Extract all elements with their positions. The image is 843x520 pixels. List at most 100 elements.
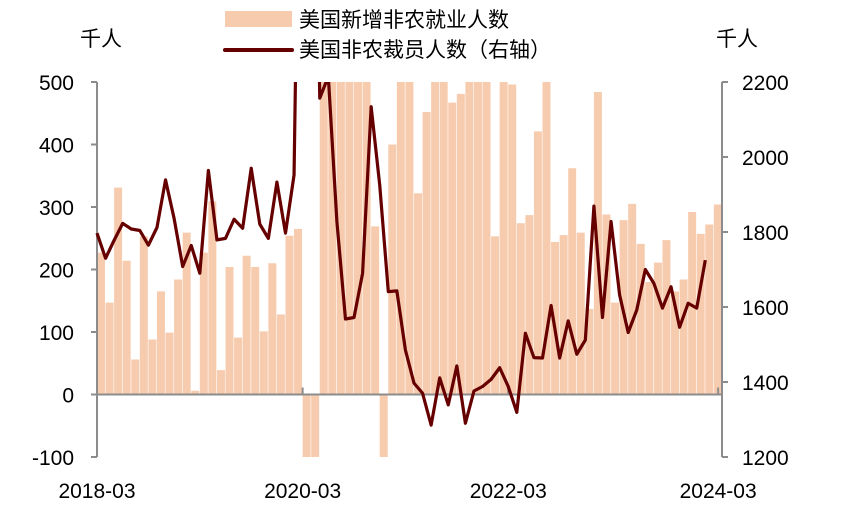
bar — [568, 168, 577, 395]
bar — [576, 232, 585, 395]
bar — [234, 337, 243, 395]
bar — [671, 291, 679, 395]
bar — [225, 267, 234, 395]
left-tick-label: 400 — [39, 135, 74, 158]
bar — [611, 302, 620, 395]
bar — [276, 314, 285, 395]
bar — [456, 93, 465, 395]
bar — [148, 339, 157, 395]
bar — [465, 82, 474, 395]
bar — [696, 233, 705, 395]
left-tick-label: 100 — [39, 322, 74, 345]
bar — [542, 82, 551, 395]
bar — [414, 193, 422, 395]
bar — [482, 82, 491, 395]
bar — [431, 82, 440, 395]
axes — [91, 81, 728, 458]
bar — [653, 262, 662, 395]
bar — [662, 240, 671, 395]
bar — [585, 308, 594, 395]
bar — [208, 201, 217, 395]
bar — [131, 359, 140, 395]
bar — [448, 102, 457, 395]
bar — [268, 263, 277, 395]
bar — [139, 236, 148, 395]
bar — [336, 82, 345, 395]
bar — [251, 267, 260, 395]
bar — [439, 82, 448, 395]
line-series — [95, 82, 707, 427]
bar — [679, 279, 688, 395]
bar — [97, 252, 105, 395]
left-tick-label: 300 — [39, 197, 74, 220]
bar — [636, 243, 645, 395]
bar — [396, 82, 405, 395]
bar — [499, 82, 508, 395]
bar — [508, 84, 517, 395]
bar — [525, 215, 534, 395]
bar — [174, 279, 183, 395]
bar — [628, 203, 637, 395]
right-tick-label: 1200 — [742, 447, 789, 470]
bar — [156, 291, 165, 395]
bar — [713, 204, 722, 395]
bar — [533, 131, 542, 395]
bar — [216, 370, 225, 395]
legend-label-line: 美国非农裁员人数（右轴） — [299, 38, 551, 62]
bar — [473, 82, 482, 395]
right-tick-label: 2200 — [742, 72, 789, 95]
bar — [379, 394, 388, 457]
left-tick-label: 500 — [39, 72, 74, 95]
x-tick-label: 2024-03 — [680, 480, 757, 503]
bar — [354, 82, 362, 395]
bar — [114, 187, 123, 395]
x-tick-label: 2022-03 — [470, 480, 547, 503]
tick-labels: -100 0 100 200 300 400 500 1200 1400 1600 1800 2000… — [32, 72, 789, 503]
left-unit-label: 千人 — [80, 28, 122, 51]
bar — [259, 331, 268, 395]
right-tick-label: 1400 — [742, 372, 789, 395]
bar — [328, 82, 337, 395]
right-tick-label: 1600 — [742, 297, 789, 320]
legend: 美国新增非农就业人数 美国非农裁员人数（右轴） — [223, 8, 551, 62]
bar — [105, 302, 114, 395]
legend-label-bars: 美国新增非农就业人数 — [299, 8, 509, 32]
bar — [388, 144, 397, 395]
bar — [645, 282, 654, 395]
bar — [242, 255, 251, 395]
left-tick-label: 0 — [62, 385, 74, 408]
bar — [345, 82, 354, 395]
left-tick-label: -100 — [32, 447, 74, 470]
bar-series — [97, 82, 722, 457]
bar — [285, 235, 294, 395]
bar — [191, 390, 200, 395]
x-tick-label: 2018-03 — [58, 480, 135, 503]
legend-swatch-bars — [225, 11, 292, 27]
bar — [405, 82, 414, 395]
bar — [422, 112, 431, 395]
bar — [559, 235, 568, 395]
bar — [302, 394, 311, 457]
x-tick-label: 2020-03 — [264, 480, 341, 503]
bar — [199, 252, 208, 395]
bar — [319, 82, 328, 395]
bar — [294, 228, 303, 395]
bar — [371, 226, 380, 395]
bar — [311, 394, 320, 457]
bar — [362, 82, 371, 395]
right-unit-label: 千人 — [716, 28, 758, 51]
right-tick-label: 1800 — [742, 222, 789, 245]
bar — [705, 224, 714, 395]
bar — [182, 232, 191, 395]
left-tick-label: 200 — [39, 260, 74, 283]
bar — [165, 332, 174, 395]
bar — [602, 214, 611, 395]
bar — [491, 236, 500, 395]
bar — [516, 223, 525, 395]
right-tick-label: 2000 — [742, 147, 789, 170]
layoffs-line — [95, 82, 707, 427]
bar — [688, 212, 697, 395]
bar — [551, 242, 560, 395]
bar — [122, 260, 131, 395]
